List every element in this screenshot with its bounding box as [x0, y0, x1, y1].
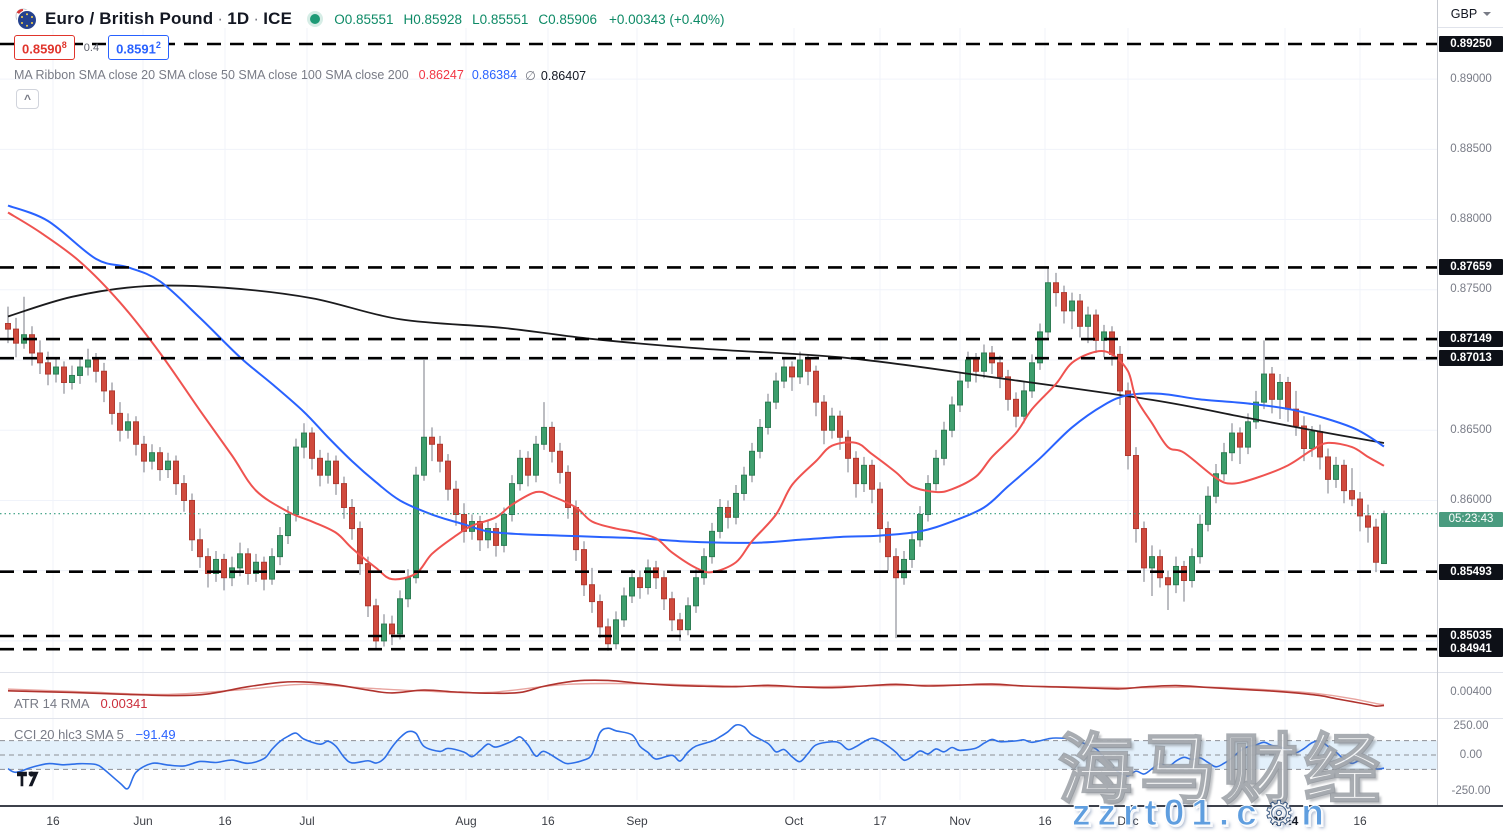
ma-ribbon-value-blue: 0.86384 — [471, 68, 518, 82]
price-level-badge: 0.85493 — [1439, 563, 1503, 580]
time-axis-label: 16 — [541, 814, 555, 828]
collapse-indicators-button[interactable]: ^ — [16, 89, 39, 109]
bar-countdown-badge: 05:23:43 — [1439, 511, 1503, 527]
price-level-badge: 0.89250 — [1439, 36, 1503, 52]
ma-ribbon-status: MA Ribbon SMA close 20 SMA close 50 SMA … — [14, 67, 586, 83]
atr-axis-tick: 0.00400 — [1450, 685, 1492, 698]
time-axis-label: Dec — [1117, 814, 1139, 828]
price-axis-tick: 0.86500 — [1450, 423, 1492, 436]
time-axis-label: Oct — [784, 814, 804, 828]
price-level-badge: 0.87659 — [1439, 259, 1503, 276]
time-axis-label: 16 — [218, 814, 232, 828]
exchange-label: ICE — [263, 9, 293, 28]
symbol-pair-icon — [14, 8, 37, 31]
ohlc-values: O0.85551 H0.85928 L0.85551 C0.85906 +0.0… — [334, 11, 725, 27]
interval-label: 1D — [227, 9, 250, 28]
pane-separator — [1438, 672, 1503, 673]
spread-value: 0.4 — [83, 41, 100, 54]
cci-value: −91.49 — [135, 727, 176, 742]
cci-axis-tick: -250.00 — [1451, 784, 1491, 797]
cci-axis-tick: 0.00 — [1459, 748, 1483, 761]
time-axis-label: Jul — [299, 814, 315, 828]
price-axis-tick: 0.86000 — [1450, 493, 1492, 506]
symbol-title[interactable]: Euro / British Pound · 1D · ICE — [45, 9, 293, 28]
time-axis-label: Nov — [949, 814, 971, 828]
time-axis-label: 16 — [1353, 814, 1367, 828]
atr-indicator-title[interactable]: ATR 14 RMA — [14, 696, 89, 711]
change-value: +0.00343 (+0.40%) — [608, 11, 725, 27]
currency-selector-button[interactable]: GBP — [1438, 0, 1503, 28]
time-axis-label: 17 — [873, 814, 887, 828]
price-axis-tick: 0.88000 — [1450, 213, 1492, 226]
time-axis-label: Sep — [626, 814, 648, 828]
atr-pane-label: ATR 14 RMA 0.00341 — [14, 696, 148, 711]
price-level-badge: 0.87013 — [1439, 350, 1503, 367]
time-axis-label: Jun — [133, 814, 153, 828]
cci-pane-label: CCI 20 hlc3 SMA 5 −91.49 — [14, 727, 176, 742]
market-open-dot-icon[interactable] — [310, 14, 321, 24]
atr-value: 0.00341 — [100, 696, 148, 711]
time-axis-label: 16 — [1038, 814, 1052, 828]
ma-ribbon-value-red: 0.86247 — [418, 68, 464, 82]
cci-indicator-title[interactable]: CCI 20 hlc3 SMA 5 — [14, 727, 124, 742]
price-level-badge: 0.85035 — [1439, 627, 1503, 644]
price-axis[interactable]: GBP 0.89000 0.88500 0.88000 0.87500 0.86500 0… — [1437, 0, 1503, 805]
ma-ribbon-average: ∅ 0.86407 — [525, 68, 587, 83]
pane-separator — [1438, 718, 1503, 719]
chevron-down-icon — [1483, 11, 1492, 16]
price-level-badge: 0.87149 — [1439, 331, 1503, 348]
cci-axis-tick: 250.00 — [1453, 720, 1489, 732]
time-axis-label: Aug — [455, 814, 477, 828]
price-axis-tick: 0.89000 — [1450, 72, 1492, 85]
price-axis-tick: 0.88500 — [1450, 142, 1492, 155]
price-level-badge: 0.84941 — [1439, 641, 1503, 658]
time-axis-label: 2024 — [1271, 814, 1299, 828]
tradingview-logo[interactable] — [17, 770, 47, 795]
time-axis[interactable]: 16 Jun 16 Jul Aug 16 Sep Oct 17 Nov 16 Dec 2024 16 — [0, 805, 1503, 834]
ma-ribbon-label[interactable]: MA Ribbon SMA close 20 SMA close 50 SMA … — [14, 68, 409, 82]
bid-price-button[interactable]: 0.85908 — [14, 34, 75, 61]
bid-ask-row: 0.85908 0.4 0.85912 — [14, 34, 169, 61]
ask-price-button[interactable]: 0.85912 — [108, 34, 169, 61]
price-axis-tick: 0.87500 — [1450, 283, 1492, 296]
symbol-header: Euro / British Pound · 1D · ICE O0.85551 H0.… — [14, 7, 725, 31]
time-axis-label: 16 — [46, 814, 60, 828]
